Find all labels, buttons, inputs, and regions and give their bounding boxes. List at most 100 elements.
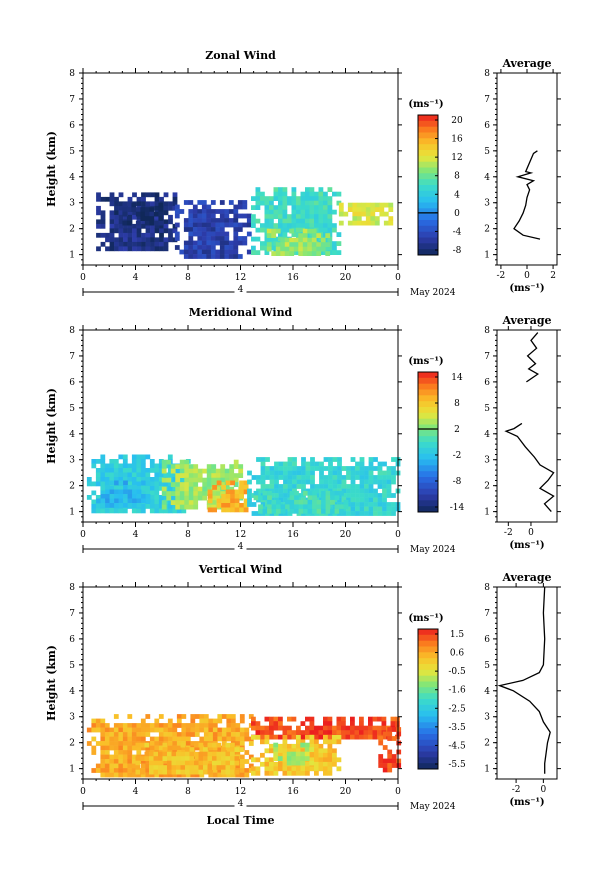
- heatmap-cell: [91, 499, 97, 505]
- heatmap-cell: [239, 507, 244, 513]
- heatmap-cell: [140, 486, 146, 491]
- heatmap-cell: [179, 249, 185, 255]
- heatmap-cell: [158, 508, 164, 514]
- heatmap-cell: [118, 472, 124, 478]
- heatmap-cell: [202, 468, 208, 474]
- heatmap-cell: [332, 245, 337, 251]
- heatmap-cell: [176, 714, 182, 719]
- heatmap-cell: [323, 716, 328, 722]
- heatmap-cell: [184, 464, 190, 469]
- heatmap-cell: [217, 718, 223, 724]
- heatmap-cell: [183, 240, 189, 246]
- heatmap-cell: [145, 237, 151, 243]
- heatmap-cell: [150, 223, 155, 229]
- heatmap-cell: [359, 730, 364, 735]
- heatmap-cell: [149, 508, 155, 514]
- heatmap-cell: [300, 223, 306, 228]
- heatmap-cell: [154, 741, 160, 746]
- heatmap-cell: [278, 470, 284, 476]
- heatmap-cell: [161, 468, 167, 474]
- heatmap-cell: [294, 504, 299, 510]
- heatmap-cell: [307, 237, 313, 243]
- colorbar-swatch: [418, 395, 438, 402]
- heatmap-cell: [123, 237, 128, 243]
- y-tick-label: 2: [69, 482, 75, 492]
- heatmap-cell: [161, 504, 167, 510]
- heatmap-cell: [251, 770, 256, 776]
- colorbar-swatch: [418, 442, 438, 449]
- heatmap-cell: [364, 493, 369, 498]
- heatmap-cell: [386, 484, 392, 489]
- heatmap-cell: [109, 745, 115, 751]
- heatmap-cell: [345, 725, 351, 731]
- heatmap-cell: [318, 734, 324, 740]
- heatmap-cell: [309, 739, 315, 745]
- heatmap-cell: [161, 491, 167, 496]
- heatmap-cell: [323, 766, 328, 772]
- heatmap-cell: [226, 727, 232, 733]
- heatmap-cell: [91, 481, 97, 487]
- heatmap-cell: [114, 201, 119, 207]
- heatmap-cell: [269, 770, 274, 776]
- heatmap-cell: [127, 723, 133, 728]
- heatmap-cell: [347, 202, 353, 208]
- y-tick-label: 8: [69, 583, 75, 593]
- heatmap-cell: [221, 736, 227, 742]
- heatmap-cell: [256, 457, 261, 462]
- heatmap-cell: [221, 769, 226, 775]
- heatmap-cell: [145, 768, 151, 773]
- heatmap-cell: [172, 196, 178, 202]
- heatmap-cell: [114, 210, 119, 216]
- heatmap-cell: [269, 200, 274, 206]
- heatmap-cell: [255, 721, 261, 726]
- heatmap-cell: [219, 245, 225, 250]
- heatmap-cell: [280, 237, 286, 243]
- heatmap-cell: [215, 495, 221, 501]
- colorbar-swatch: [418, 430, 438, 437]
- heatmap-cell: [239, 489, 244, 495]
- heatmap-cell: [150, 201, 155, 207]
- heatmap-cell: [201, 236, 207, 241]
- date-label: May 2024: [410, 802, 456, 812]
- heatmap-cell: [309, 757, 315, 763]
- y-axis-label: Height (km): [45, 645, 58, 721]
- heatmap-cell: [332, 241, 337, 246]
- heatmap-cell: [307, 504, 313, 510]
- heatmap-cell: [287, 766, 292, 772]
- heatmap-cell: [199, 736, 205, 742]
- heatmap-cell: [301, 479, 306, 485]
- heatmap-cell: [225, 751, 231, 757]
- heatmap-cell: [282, 214, 288, 219]
- heatmap-cell: [100, 718, 106, 724]
- heatmap-cell: [230, 732, 236, 737]
- y-tick-label: 3: [69, 456, 75, 466]
- heatmap-cell: [131, 723, 137, 728]
- heatmap-cell: [104, 759, 110, 764]
- heatmap-cell: [167, 454, 173, 460]
- heatmap-cell: [364, 488, 369, 494]
- heatmap-cell: [305, 761, 310, 767]
- heatmap-cell: [180, 751, 186, 757]
- heatmap-cell: [269, 466, 275, 471]
- heatmap-cell: [355, 475, 360, 480]
- heatmap-cell: [149, 745, 155, 751]
- heatmap-cell: [104, 472, 110, 478]
- heatmap-cell: [158, 727, 164, 733]
- heatmap-cell: [131, 736, 137, 742]
- heatmap-cell: [197, 468, 203, 474]
- heatmap-cell: [301, 466, 306, 471]
- heatmap-cell: [208, 732, 214, 737]
- heatmap-cell: [188, 245, 194, 250]
- heatmap-cell: [203, 732, 209, 737]
- colorbar-tick-label: -4.5: [448, 741, 466, 751]
- heatmap-cell: [278, 218, 283, 224]
- colorbar-swatch: [418, 734, 438, 741]
- heatmap-cell: [359, 461, 365, 467]
- colorbar-frame: [417, 371, 439, 513]
- heatmap-cell: [296, 493, 302, 498]
- heatmap-cell: [273, 209, 279, 215]
- heatmap-cell: [122, 754, 128, 760]
- heatmap-cell: [391, 511, 396, 516]
- heatmap-cell: [225, 760, 231, 766]
- heatmap-cell: [220, 464, 226, 469]
